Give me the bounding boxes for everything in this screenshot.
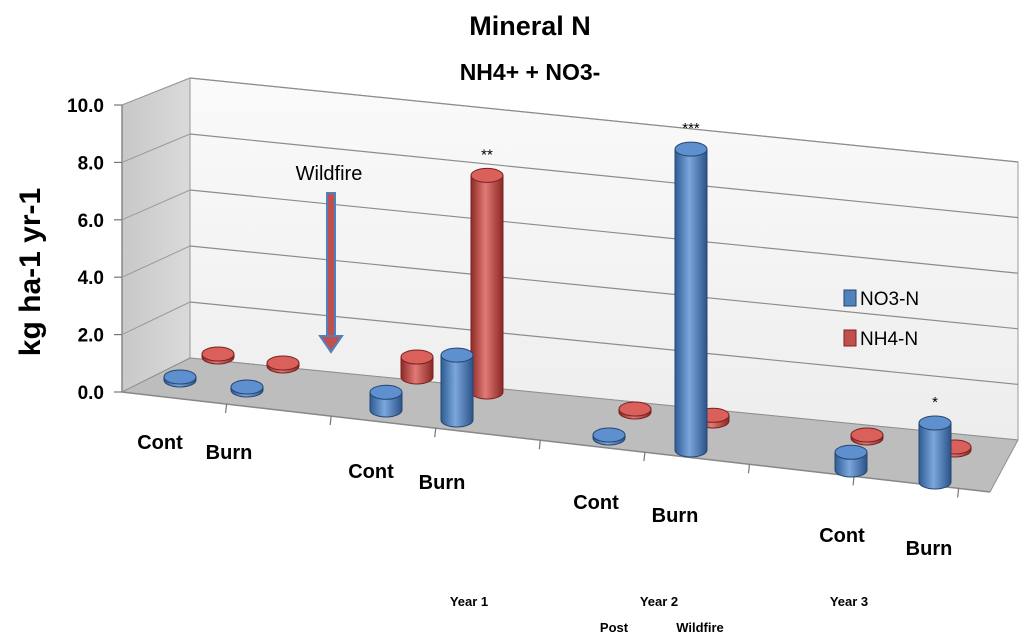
chart-title: Mineral N [469,11,591,41]
bar-no3-n [674,141,708,458]
bar-nh4-n [201,346,235,365]
bar-no3-n [440,347,474,428]
x-tick [224,403,228,414]
year-label-1: Year 1 [450,594,488,609]
gridline [189,133,1019,219]
bar-no3-n [918,415,952,490]
x-tick [434,428,437,438]
bar-no3-n [592,427,626,446]
legend-label: NH4-N [860,329,918,350]
category-label: Cont [348,461,394,483]
y-tick-label: 2.0 [78,326,104,347]
y-tick-label: 6.0 [78,211,104,232]
bar-nh4-n [400,349,434,385]
y-tick-label: 0.0 [78,383,104,404]
category-label: Cont [573,492,619,514]
category-label: Burn [206,442,253,464]
wildfire-arrow-icon [318,192,344,354]
gridline-side [121,245,191,278]
gridline [189,77,1019,163]
bar-no3-n [834,444,868,478]
year-label-2: Year 2 [640,594,678,609]
significance-label: *** [682,120,700,137]
chart-subtitle: NH4+ + NO3- [460,59,601,85]
x-tick [329,416,332,426]
bar-nh4-n [850,427,884,446]
x-tick [538,440,541,450]
bar-no3-n [163,369,197,388]
y-tick-label: 8.0 [78,153,104,174]
y-tick-label: 10.0 [67,96,104,117]
bar-no3-n [369,384,403,418]
x-tick [957,488,960,498]
bar-no3-n [230,379,264,398]
y-tick-label: 4.0 [78,268,104,289]
legend-label: NO3-N [860,289,919,310]
gridline-side [121,133,191,163]
category-label: Cont [819,525,865,547]
legend: NO3-N NH4-N [843,289,919,350]
post-wildfire-label: Wildfire [676,620,724,635]
x-tick [747,464,751,474]
post-label: Post [600,620,629,635]
x-ticks [224,403,960,498]
category-label: Burn [419,472,466,494]
category-label: Burn [652,505,699,527]
plot-frame [120,77,1019,493]
gridline-side [121,77,191,106]
significance-annotations: ****** [481,120,938,411]
gridline-side [121,301,191,336]
year-labels: Year 1 Year 2 Year 3 Post Wildfire [450,594,868,635]
significance-label: ** [481,146,493,163]
side-wall [121,77,191,393]
category-label: Cont [137,432,183,454]
legend-swatch [843,289,857,307]
significance-label: * [932,394,938,411]
category-labels: Cont Burn Cont Burn Cont Burn Cont Burn [137,432,952,560]
x-tick [852,476,855,486]
category-label: Burn [906,538,953,560]
y-axis-label: kg ha-1 yr-1 [14,188,47,356]
gridline-side [121,189,191,221]
bars [163,141,972,490]
x-tick [643,452,646,462]
bar-nh4-n [618,401,652,420]
wildfire-marker: Wildfire [296,163,363,354]
y-tick-labels: 0.0 2.0 4.0 6.0 8.0 10.0 [67,96,104,404]
year-label-3: Year 3 [830,594,868,609]
wildfire-label: Wildfire [296,163,363,185]
legend-swatch [843,329,857,347]
bar-nh4-n [470,167,504,400]
bar-nh4-n [266,355,300,374]
